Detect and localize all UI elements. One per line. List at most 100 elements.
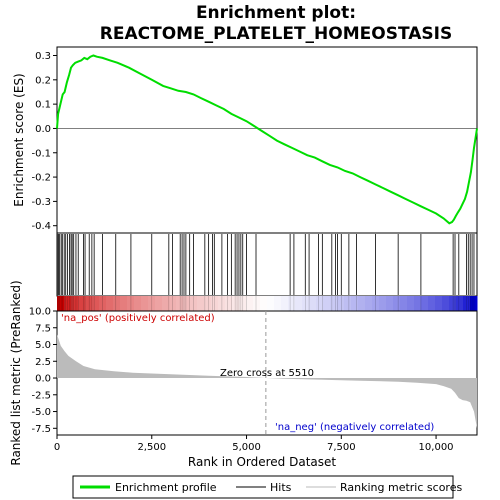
- rank-color-segment: [176, 296, 184, 311]
- rank-color-segment: [463, 296, 471, 311]
- es-ytick-label: -0.1: [31, 148, 51, 159]
- legend-enrichment-label: Enrichment profile: [115, 481, 217, 494]
- rank-color-segment: [85, 296, 93, 311]
- es-ytick-label: 0.1: [35, 100, 51, 111]
- es-ytick-label: 0.3: [35, 51, 51, 62]
- positive-correlation-label: 'na_pos' (positively correlated): [61, 313, 215, 324]
- rank-color-segment: [330, 296, 338, 311]
- rank-color-segment: [358, 296, 366, 311]
- es-panel: 0.3 0.2 0.1 0.0 -0.1 -0.2 -0.3 -0.4 Enrichment …: [12, 46, 478, 234]
- rank-color-segment: [239, 296, 247, 311]
- rank-color-segment: [225, 296, 233, 311]
- x-tick-label: 10,000: [419, 442, 454, 453]
- x-tick-label: 5,000: [232, 442, 261, 453]
- rank-color-segment: [288, 296, 296, 311]
- rank-color-segment: [113, 296, 121, 311]
- rank-color-segment: [295, 296, 303, 311]
- rank-color-segment: [365, 296, 373, 311]
- rank-color-segment: [442, 296, 450, 311]
- es-ytick-label: -0.4: [31, 221, 51, 232]
- rank-color-segment: [162, 296, 170, 311]
- rank-color-segment: [344, 296, 352, 311]
- rank-color-segment: [64, 296, 72, 311]
- es-ytick-label: -0.3: [31, 197, 51, 208]
- metric-ytick-label: 10.0: [29, 307, 51, 318]
- enrichment-profile-line: [56, 54, 478, 225]
- metric-axis-label: Ranked list metric (PreRanked): [9, 280, 23, 465]
- rank-color-segment: [106, 296, 114, 311]
- rank-color-segment: [232, 296, 240, 311]
- rank-color-segment: [470, 296, 478, 311]
- legend-hits-label: Hits: [270, 481, 292, 494]
- zero-cross-label: Zero cross at 5510: [220, 368, 314, 379]
- rank-color-segment: [414, 296, 422, 311]
- rank-color-segment: [456, 296, 464, 311]
- rank-color-segment: [316, 296, 324, 311]
- rank-color-segment: [253, 296, 261, 311]
- metric-ytick-label: 5.0: [35, 340, 51, 351]
- hits-panel-frame: [56, 232, 478, 297]
- es-ytick-label: 0.2: [35, 75, 51, 86]
- es-ytick-label: 0.0: [35, 124, 51, 135]
- rank-color-segment: [211, 296, 219, 311]
- rank-color-segment: [204, 296, 212, 311]
- metric-ytick-label: 7.5: [35, 323, 51, 334]
- rank-color-segment: [274, 296, 282, 311]
- rank-color-segment: [78, 296, 86, 311]
- ranking-metric-area: [57, 334, 477, 429]
- rank-color-segment: [435, 296, 443, 311]
- rank-color-segment: [267, 296, 275, 311]
- metric-ytick-label: -2.5: [31, 390, 51, 401]
- rank-color-segment: [372, 296, 380, 311]
- rank-color-segment: [428, 296, 436, 311]
- rank-color-segment: [309, 296, 317, 311]
- rank-color-segment: [127, 296, 135, 311]
- rank-color-segment: [218, 296, 226, 311]
- rank-color-segment: [190, 296, 198, 311]
- legend-metric-label: Ranking metric scores: [340, 481, 462, 494]
- x-tick-label: 0: [54, 442, 60, 453]
- hits-panel: [56, 232, 478, 311]
- metric-ytick-label: -5.0: [31, 407, 51, 418]
- rank-color-segment: [337, 296, 345, 311]
- metric-ytick-label: 0.0: [35, 374, 51, 385]
- rank-color-segment: [57, 296, 65, 311]
- x-axis-label: Rank in Ordered Dataset: [188, 455, 336, 469]
- rank-color-segment: [421, 296, 429, 311]
- rank-color-segment: [323, 296, 331, 311]
- rank-color-segment: [148, 296, 156, 311]
- es-panel-frame: [56, 46, 478, 234]
- es-axis-label: Enrichment score (ES): [12, 73, 26, 206]
- rank-color-segment: [141, 296, 149, 311]
- x-tick-label: 7,500: [327, 442, 356, 453]
- x-tick-label: 2,500: [137, 442, 166, 453]
- rank-color-segment: [449, 296, 457, 311]
- rank-color-segment: [302, 296, 310, 311]
- rank-color-segment: [260, 296, 268, 311]
- rank-color-segment: [400, 296, 408, 311]
- negative-correlation-label: 'na_neg' (negatively correlated): [275, 422, 434, 433]
- metric-panel: 10.0 7.5 5.0 2.5 0.0 -2.5 -5.0 -7.5 'na_pos' (p…: [9, 280, 478, 466]
- rank-color-segment: [393, 296, 401, 311]
- metric-ytick-label: 2.5: [35, 357, 51, 368]
- es-ytick-label: -0.2: [31, 173, 51, 184]
- rank-color-segment: [183, 296, 191, 311]
- legend: Enrichment profile Hits Ranking metric s…: [72, 475, 462, 499]
- rank-color-segment: [71, 296, 79, 311]
- rank-color-segment: [134, 296, 142, 311]
- chart-title-line2: REACTOME_PLATELET_HOMEOSTASIS: [100, 24, 452, 44]
- rank-color-segment: [379, 296, 387, 311]
- rank-color-segment: [407, 296, 415, 311]
- chart-title-line1: Enrichment plot:: [196, 3, 356, 23]
- rank-color-segment: [281, 296, 289, 311]
- rank-color-segment: [92, 296, 100, 311]
- rank-color-segment: [197, 296, 205, 311]
- rank-color-segment: [155, 296, 163, 311]
- rank-color-segment: [246, 296, 254, 311]
- rank-color-segment: [120, 296, 128, 311]
- metric-ytick-label: -7.5: [31, 424, 51, 435]
- rank-color-segment: [99, 296, 107, 311]
- rank-color-segment: [351, 296, 359, 311]
- rank-color-segment: [386, 296, 394, 311]
